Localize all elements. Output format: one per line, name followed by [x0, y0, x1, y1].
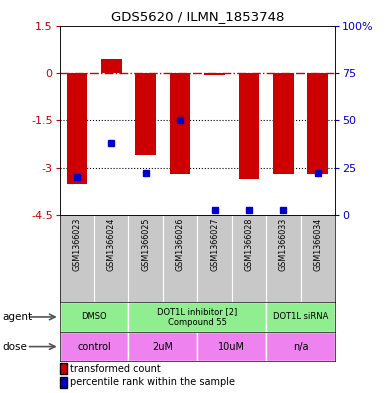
- Title: GDS5620 / ILMN_1853748: GDS5620 / ILMN_1853748: [110, 10, 284, 23]
- Text: GSM1366027: GSM1366027: [210, 218, 219, 271]
- Bar: [239, 73, 259, 179]
- Bar: [197, 332, 266, 362]
- Bar: [67, 73, 87, 184]
- Text: GSM1366026: GSM1366026: [176, 218, 185, 271]
- Bar: [60, 332, 129, 362]
- Bar: [136, 73, 156, 155]
- Text: DMSO: DMSO: [81, 312, 107, 321]
- Bar: [273, 73, 294, 174]
- Text: DOT1L inhibitor [2]
Compound 55: DOT1L inhibitor [2] Compound 55: [157, 307, 238, 327]
- Text: DOT1L siRNA: DOT1L siRNA: [273, 312, 328, 321]
- Text: control: control: [77, 342, 111, 352]
- Text: GSM1366033: GSM1366033: [279, 218, 288, 271]
- Bar: [101, 59, 122, 73]
- Text: n/a: n/a: [293, 342, 308, 352]
- Text: dose: dose: [2, 342, 27, 352]
- Bar: [266, 302, 335, 332]
- Text: percentile rank within the sample: percentile rank within the sample: [70, 377, 236, 387]
- Text: 10uM: 10uM: [218, 342, 245, 352]
- Bar: [266, 332, 335, 362]
- Bar: [60, 302, 129, 332]
- Text: 2uM: 2uM: [152, 342, 173, 352]
- Text: GSM1366023: GSM1366023: [72, 218, 81, 271]
- Bar: [129, 302, 266, 332]
- Bar: [129, 332, 197, 362]
- Bar: [170, 73, 191, 174]
- Text: GSM1366025: GSM1366025: [141, 218, 150, 271]
- Text: GSM1366024: GSM1366024: [107, 218, 116, 271]
- Text: GSM1366034: GSM1366034: [313, 218, 322, 271]
- Text: GSM1366028: GSM1366028: [244, 218, 253, 271]
- Text: transformed count: transformed count: [70, 364, 161, 374]
- Text: agent: agent: [2, 312, 32, 322]
- Bar: [307, 73, 328, 174]
- Bar: [204, 73, 225, 75]
